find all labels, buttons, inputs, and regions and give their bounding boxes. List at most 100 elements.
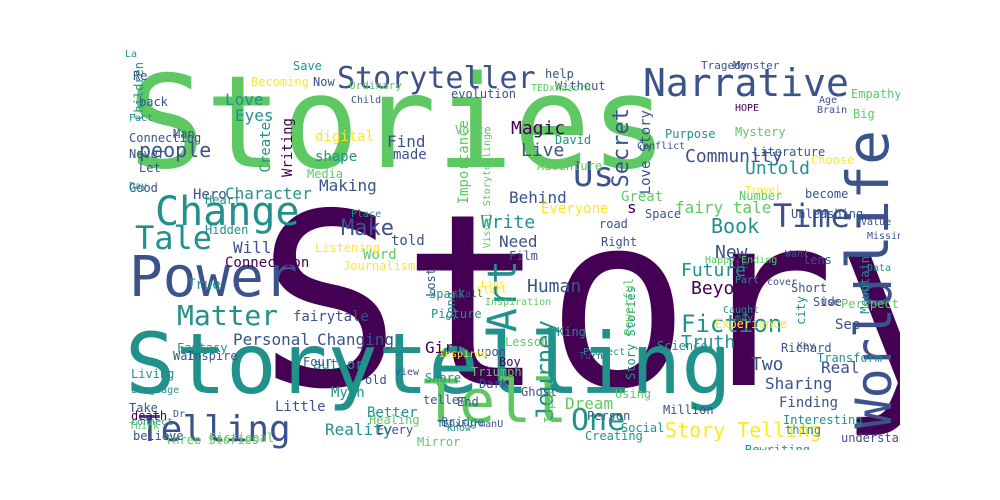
word-character: Character [225,184,312,203]
word-writing: Writing [280,118,296,178]
word-four: Four [303,355,332,369]
word-beyond: Beyond [691,278,757,299]
word-personal: Personal [233,330,311,349]
word-inspiration: Inspiration [485,297,552,308]
word-share: Share [425,371,462,385]
word-magic: Magic [511,118,566,139]
word-evolution: evolution [451,87,517,101]
word-telling: Telling [139,409,291,450]
word-three-stories: Three Stories [165,433,259,447]
word-new: New [715,242,748,263]
word-healing: Healing [369,413,420,427]
word-view: view [395,367,420,378]
word-people: people [139,138,212,162]
word-caught: Caught [723,305,760,316]
word-part: Part [735,275,760,286]
word-rewriting: Rewriting [745,443,811,450]
word-short: Short [791,281,828,295]
word-start: Start [477,285,508,296]
word-literature: Literature [753,145,826,159]
word-tale: Tale [135,219,213,257]
word-cover: cover [767,277,798,288]
word-living: Living [131,367,175,381]
word-think: Think [129,421,160,432]
word-make: Make [341,216,394,241]
word-war: War [173,349,195,363]
word-ghost: Ghost [521,385,558,399]
word-real: Real [821,358,860,377]
word-becoming: Becoming [251,75,309,89]
word-change: Change [155,189,300,235]
word-bridge: Bridge [441,415,485,429]
word-heart: Heart [205,193,242,207]
word-age: Age [819,95,838,106]
word-connecting: Connecting [129,131,202,145]
word-lesson: Lesson [505,335,549,349]
word-fact: Fact [129,113,154,124]
word-fictional: Fictional [209,431,275,445]
word-empathy: Empathy [851,87,900,101]
word-value: Value [861,217,892,228]
word-day: Day [129,181,148,192]
word-time: Time [773,197,851,235]
word-science: Science [657,339,708,353]
word-myth: Myth [331,385,365,401]
word-tragedy: Tragedy [701,59,748,72]
word-now: Now [313,75,335,89]
word-us: Us [573,155,614,195]
word-everyone: Everyone [541,201,609,217]
word-sharing: Sharing [765,374,833,393]
word-dark: Dark [479,377,508,391]
word-mirror: Mirror [417,435,461,449]
word-story-telling: Story Telling [665,418,822,442]
word-transform: Transform [817,351,883,365]
word-girl: Girl [425,338,464,357]
word-dr: Dr [173,409,186,420]
word-write: Write [481,212,536,233]
word-untold: Untold [745,158,811,179]
word-become: become [805,187,849,201]
word-storytelling: Storytelling [125,315,732,413]
word-city: city [794,296,808,325]
word-mystery: Mystery [735,125,786,139]
word-connection: Connection [225,255,310,271]
word-travel: Travel [745,185,782,196]
word-matter: Matter [177,299,279,332]
word-call: Call [459,289,484,300]
word-secret: Secret [609,108,634,188]
word-storyteller: Storyteller [337,61,536,96]
word-believe: believe [133,429,184,443]
word-find: Find [387,132,426,151]
word-community: Community [685,146,783,167]
word-s: s [627,198,637,217]
word-never: Never [129,147,166,161]
word-digital: digital [315,129,375,145]
word-monster: Monster [733,59,780,72]
word-brain: Brain [817,105,848,116]
word-author: author [313,357,364,373]
word-connect: connect [131,417,174,428]
word-using: Using [615,387,652,401]
word-true: True [187,277,221,293]
word-number: Number [739,189,783,203]
word-finding: Finding [779,395,839,411]
word-conflict: Conflict [637,141,686,152]
word-see: See [835,317,861,333]
word-book: Book [711,214,760,238]
word-fantasy: Fantasy [177,341,228,355]
word-thing: thing [785,423,822,437]
word-hidden: Hidden [205,223,249,237]
word-david: David [555,133,592,147]
word-side: Side [813,295,842,309]
word-teller: teller [423,393,467,407]
word-little: Little [275,399,326,415]
word-king: King [557,325,586,339]
word-story: Story [257,162,900,442]
word-two: Two [751,354,784,375]
word-visual-storytelling: Visual Storytelling [482,134,493,249]
word-create: Create [258,122,274,173]
word-tedxfurmanu: TEDxFurmanU [437,419,504,430]
word-social: Social [621,421,665,435]
word-experience: Experience [715,317,788,331]
word-data: Data [867,263,892,274]
